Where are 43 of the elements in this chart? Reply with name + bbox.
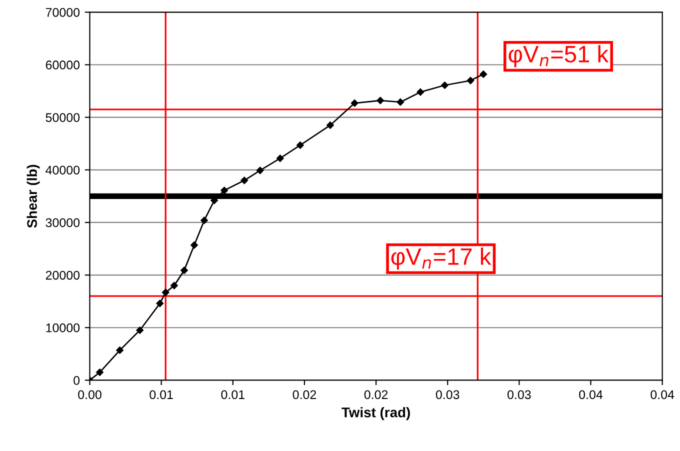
- annotation: φV$_{n}$=17 k: [391, 248, 492, 270]
- x-axis-title: Twist (rad): [342, 407, 410, 420]
- point: [326, 122, 334, 129]
- point: [441, 82, 448, 89]
- point: [256, 166, 264, 174]
- x-tick-label: 0.01: [221, 390, 244, 400]
- point: [200, 216, 208, 224]
- y-tick-label: 50000: [46, 113, 80, 122]
- point: [480, 70, 488, 78]
- point: [162, 288, 170, 296]
- y-tick-label: 30000: [46, 218, 80, 228]
- y-axis-title: Shear (lb): [26, 164, 40, 228]
- x-tick-label: 0.01: [150, 390, 173, 400]
- point: [180, 266, 188, 274]
- point: [96, 368, 104, 376]
- point: [350, 99, 358, 107]
- point: [170, 282, 178, 290]
- x-tick-label: 0.04: [650, 390, 674, 400]
- point: [156, 300, 164, 308]
- x-tick-label: 0.00: [78, 390, 102, 400]
- x-tick-label: 0.03: [436, 390, 460, 400]
- point: [116, 346, 124, 354]
- x-tick-label: 0.03: [508, 390, 531, 400]
- point: [466, 76, 474, 84]
- point: [296, 142, 304, 149]
- point: [240, 176, 248, 184]
- x-tick-label: 0.04: [579, 390, 603, 400]
- y-tick-label: 20000: [46, 270, 80, 280]
- y-tick-label: 70000: [46, 8, 80, 17]
- y-tick-label: 10000: [46, 323, 80, 332]
- annotation: φV$_{n}$=51 k: [508, 45, 609, 68]
- point: [190, 241, 198, 249]
- y-tick-label: 40000: [46, 166, 80, 175]
- point: [136, 326, 144, 334]
- point: [220, 186, 228, 194]
- y-tick-label: 0: [74, 376, 80, 385]
- point: [416, 88, 424, 96]
- x-tick-label: 0.02: [292, 390, 316, 400]
- y-tick-label: 60000: [46, 60, 80, 70]
- point: [276, 154, 284, 162]
- point: [396, 98, 404, 106]
- point: [376, 96, 384, 104]
- x-tick-label: 0.02: [364, 390, 388, 400]
